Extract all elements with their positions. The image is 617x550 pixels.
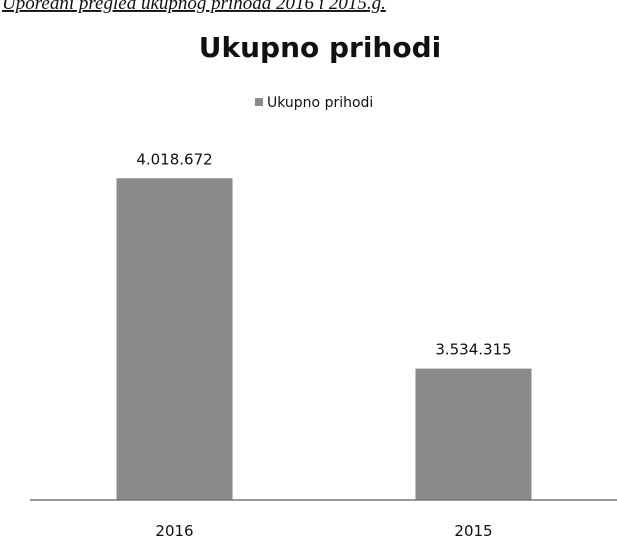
x-tick-label: 2016 xyxy=(155,522,193,540)
bar xyxy=(116,178,233,500)
bar xyxy=(415,368,532,500)
value-label: 4.018.672 xyxy=(136,150,212,168)
value-label: 3.534.315 xyxy=(435,341,511,359)
legend-label: Ukupno prihodi xyxy=(267,95,373,111)
x-tick-label: 2015 xyxy=(454,522,492,540)
legend-swatch xyxy=(255,98,263,106)
chart-title: Ukupno prihodi xyxy=(199,31,442,64)
caption: Uporedni pregled ukupnog prihoda 2016 i … xyxy=(2,0,386,14)
